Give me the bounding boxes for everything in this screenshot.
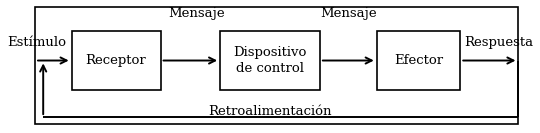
Text: Retroalimentación: Retroalimentación xyxy=(208,105,332,118)
Text: Respuesta: Respuesta xyxy=(464,36,533,49)
Bar xyxy=(220,31,320,90)
Text: Efector: Efector xyxy=(394,54,443,67)
Bar xyxy=(377,31,460,90)
Bar xyxy=(35,7,518,124)
Text: Estímulo: Estímulo xyxy=(7,36,66,49)
Text: Mensaje: Mensaje xyxy=(169,7,225,20)
Text: Dispositivo
de control: Dispositivo de control xyxy=(233,46,307,75)
Text: Receptor: Receptor xyxy=(86,54,146,67)
Text: Mensaje: Mensaje xyxy=(320,7,376,20)
Bar xyxy=(71,31,161,90)
